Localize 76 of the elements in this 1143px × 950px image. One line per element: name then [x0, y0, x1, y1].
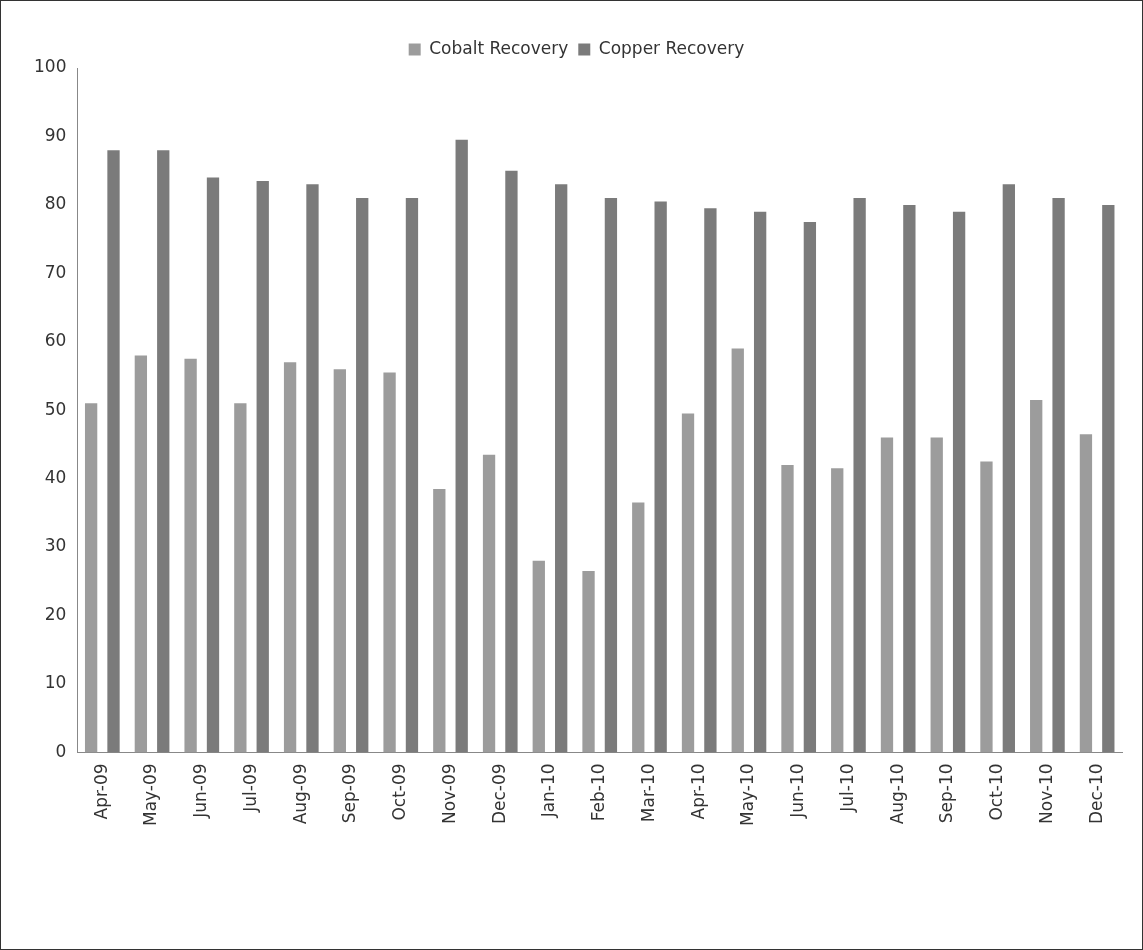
bar [283, 362, 297, 753]
bar [831, 468, 844, 753]
bar [681, 413, 695, 753]
bar [654, 201, 667, 753]
x-tick-label: Feb-10 [588, 763, 609, 822]
x-tick-label: Dec-10 [1085, 763, 1106, 825]
y-tick-label: 80 [44, 193, 67, 214]
bar [781, 464, 794, 753]
bar [731, 348, 744, 753]
x-tick-label: May-09 [140, 763, 161, 827]
y-tick-label: 70 [44, 261, 67, 282]
bar [433, 488, 446, 753]
legend-label: Copper Recovery [598, 37, 745, 58]
bar [455, 139, 468, 753]
y-tick-label: 0 [55, 740, 67, 761]
bar [532, 560, 545, 753]
bar [84, 403, 98, 753]
y-tick-label: 90 [44, 124, 67, 145]
bar [853, 198, 866, 753]
bar [107, 150, 120, 753]
y-tick-label: 10 [44, 672, 67, 693]
bar [184, 358, 197, 753]
bar [256, 180, 269, 753]
x-tick-label: Jan-10 [538, 763, 559, 819]
x-tick-label: Sep-10 [936, 763, 957, 824]
bar [604, 198, 618, 753]
x-tick-label: Apr-09 [90, 763, 111, 820]
bar [582, 571, 595, 753]
bar [880, 437, 894, 753]
bar [356, 198, 369, 753]
bar [753, 211, 767, 753]
x-tick-label: Aug-10 [886, 763, 907, 825]
bar [930, 437, 943, 753]
bar [206, 177, 220, 753]
bar [980, 461, 993, 753]
bar [555, 184, 568, 753]
bar [1052, 198, 1065, 753]
x-tick-label: Oct-10 [986, 763, 1007, 821]
legend-label: Cobalt Recovery [429, 37, 569, 58]
x-tick-label: Aug-09 [289, 763, 310, 825]
x-tick-label: Jun-09 [190, 763, 211, 819]
bar [704, 208, 717, 753]
x-tick-label: Oct-09 [389, 763, 410, 821]
y-tick-label: 40 [44, 467, 67, 488]
bar [803, 221, 817, 753]
bar [157, 150, 170, 753]
bar [1102, 204, 1115, 753]
bar [234, 403, 247, 753]
bar [1030, 399, 1043, 753]
bar [1002, 184, 1015, 753]
y-tick-label: 60 [44, 330, 67, 351]
bar [333, 369, 346, 753]
bar [482, 454, 496, 753]
x-tick-label: Jun-10 [787, 763, 808, 819]
bar [306, 184, 319, 753]
x-tick-label: Jul-09 [239, 763, 260, 813]
x-tick-label: Dec-09 [488, 763, 509, 825]
y-tick-label: 50 [44, 398, 67, 419]
x-tick-label: Nov-10 [1035, 763, 1056, 824]
y-tick-label: 100 [33, 56, 67, 77]
y-tick-label: 20 [44, 603, 67, 624]
bar [632, 502, 645, 753]
x-tick-label: Sep-09 [339, 763, 360, 824]
bar [903, 204, 916, 753]
bar [134, 355, 148, 753]
bar [1079, 434, 1093, 753]
x-tick-label: May-10 [737, 763, 758, 827]
bar [383, 372, 396, 753]
bar [505, 170, 518, 753]
y-tick-label: 30 [44, 535, 67, 556]
bar [405, 198, 419, 753]
x-tick-label: Jul-10 [836, 763, 857, 813]
x-tick-label: Mar-10 [637, 763, 658, 823]
x-tick-label: Nov-09 [438, 763, 459, 824]
x-tick-label: Apr-10 [687, 763, 708, 820]
bar [952, 211, 966, 753]
